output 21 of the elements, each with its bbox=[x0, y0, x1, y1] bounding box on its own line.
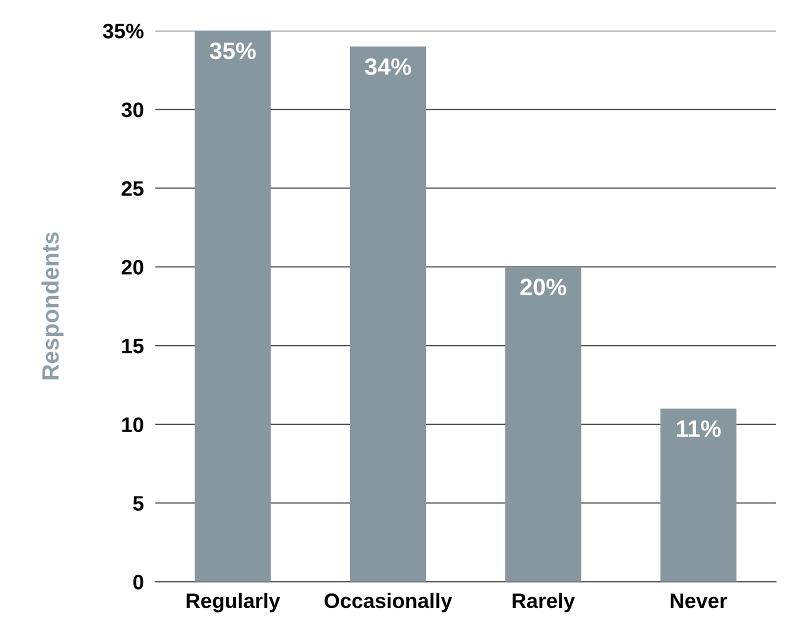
y-tick-label: 30 bbox=[121, 102, 144, 118]
y-tick-label: 35% bbox=[102, 24, 144, 39]
bar bbox=[194, 30, 271, 582]
y-tick-label: 20 bbox=[122, 260, 144, 275]
bar bbox=[350, 46, 426, 582]
y-tick-label: 10 bbox=[122, 417, 144, 432]
bar bbox=[505, 266, 582, 582]
x-tick-label: Never bbox=[670, 594, 728, 608]
data-label: 20% bbox=[520, 278, 566, 296]
x-tick-label: Occasionally bbox=[324, 592, 452, 612]
x-tick-label: Rarely bbox=[512, 592, 575, 612]
y-axis-title: Respondents bbox=[41, 232, 64, 380]
y-tick-label: 5 bbox=[133, 496, 144, 511]
bar bbox=[660, 408, 736, 582]
data-label: 34% bbox=[364, 58, 412, 75]
y-tick-label: 15 bbox=[122, 338, 144, 354]
data-label: 35% bbox=[210, 42, 256, 60]
y-tick-label: 0 bbox=[133, 574, 144, 590]
x-tick-label: Regularly bbox=[186, 592, 280, 612]
y-tick-label: 25 bbox=[122, 181, 144, 196]
data-label: 11% bbox=[676, 420, 721, 437]
